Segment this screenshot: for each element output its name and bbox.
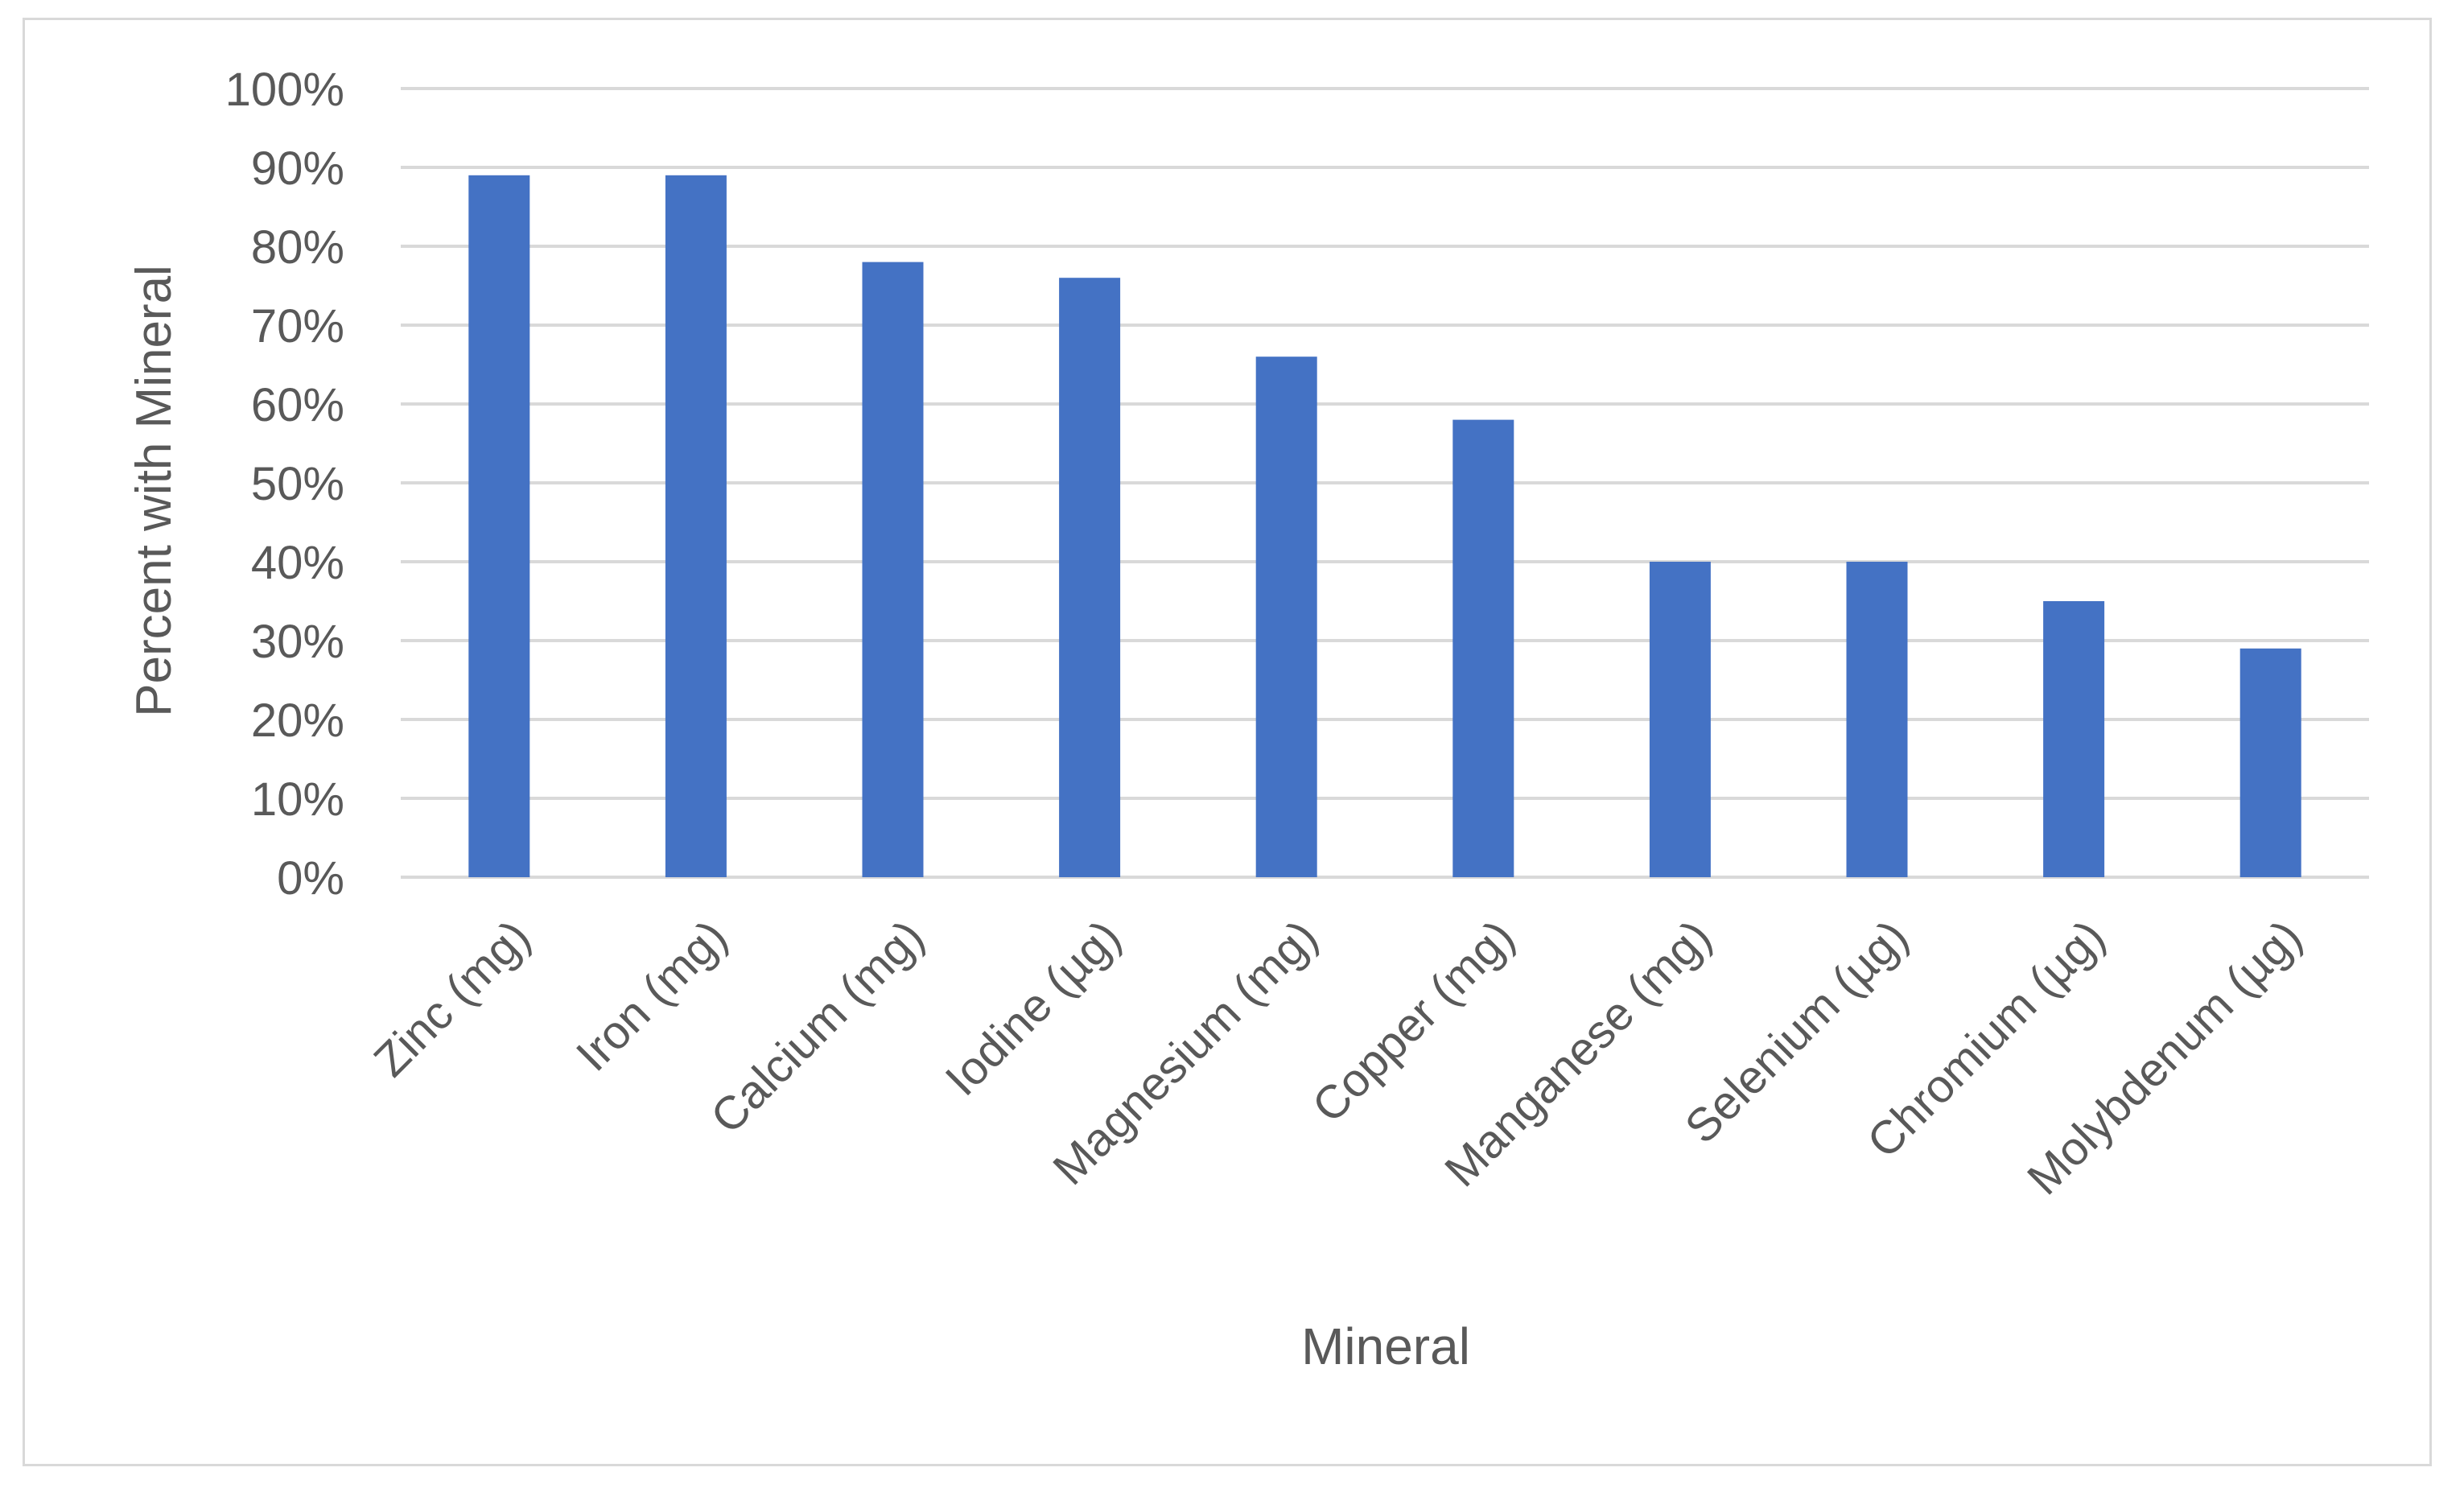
gridlines <box>401 87 2369 879</box>
bar <box>862 262 924 878</box>
bar <box>1452 419 1514 877</box>
y-tick-label: 50% <box>251 458 344 510</box>
x-tick-label: Iodine (µg) <box>935 910 1131 1106</box>
x-tick-label: Zinc (mg) <box>364 910 540 1086</box>
bar <box>1255 357 1317 877</box>
y-tick-label: 40% <box>251 537 344 589</box>
bars <box>468 175 2301 878</box>
y-tick-label: 80% <box>251 221 344 274</box>
y-tick-label: 100% <box>225 64 344 116</box>
y-axis-ticks: 0% 10% 20% 30% 40% 50% 60% 70% 80% 90% 100% <box>225 64 344 905</box>
bar <box>468 175 530 878</box>
x-tick-label: Calcium (mg) <box>701 910 934 1144</box>
y-tick-label: 20% <box>251 695 344 747</box>
y-tick-label: 10% <box>251 773 344 826</box>
y-tick-label: 0% <box>277 852 344 905</box>
x-tick-label: Iron (mg) <box>567 910 737 1081</box>
bar <box>2239 648 2301 877</box>
x-tick-label: Copper (mg) <box>1302 910 1524 1132</box>
bar <box>1649 562 1711 877</box>
x-axis-ticks: Zinc (mg) Iron (mg)Calcium (mg) Iodine (µg… <box>364 910 2312 1205</box>
bar <box>665 175 727 878</box>
y-tick-label: 70% <box>251 300 344 352</box>
y-tick-label: 60% <box>251 379 344 431</box>
x-axis-title: Mineral <box>1301 1317 1470 1375</box>
bar <box>2043 601 2105 877</box>
y-tick-label: 30% <box>251 616 344 668</box>
y-tick-label: 90% <box>251 142 344 195</box>
y-axis-title: Percent with Mineral <box>126 265 182 717</box>
bar <box>1059 278 1121 877</box>
bar <box>1846 562 1908 877</box>
chart-frame <box>23 18 2432 1466</box>
